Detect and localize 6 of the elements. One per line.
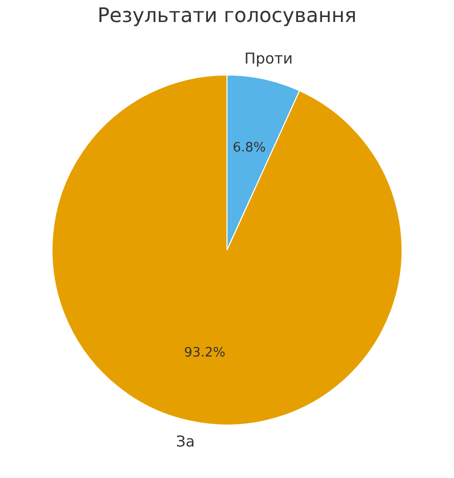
- slice-label: За: [176, 432, 195, 451]
- data-label: 6.8%: [232, 140, 266, 156]
- data-label: 93.2%: [184, 346, 226, 361]
- slice-label: Проти: [244, 49, 293, 68]
- pie-slice: [52, 74, 402, 426]
- chart-title: Результати голосування: [97, 3, 357, 27]
